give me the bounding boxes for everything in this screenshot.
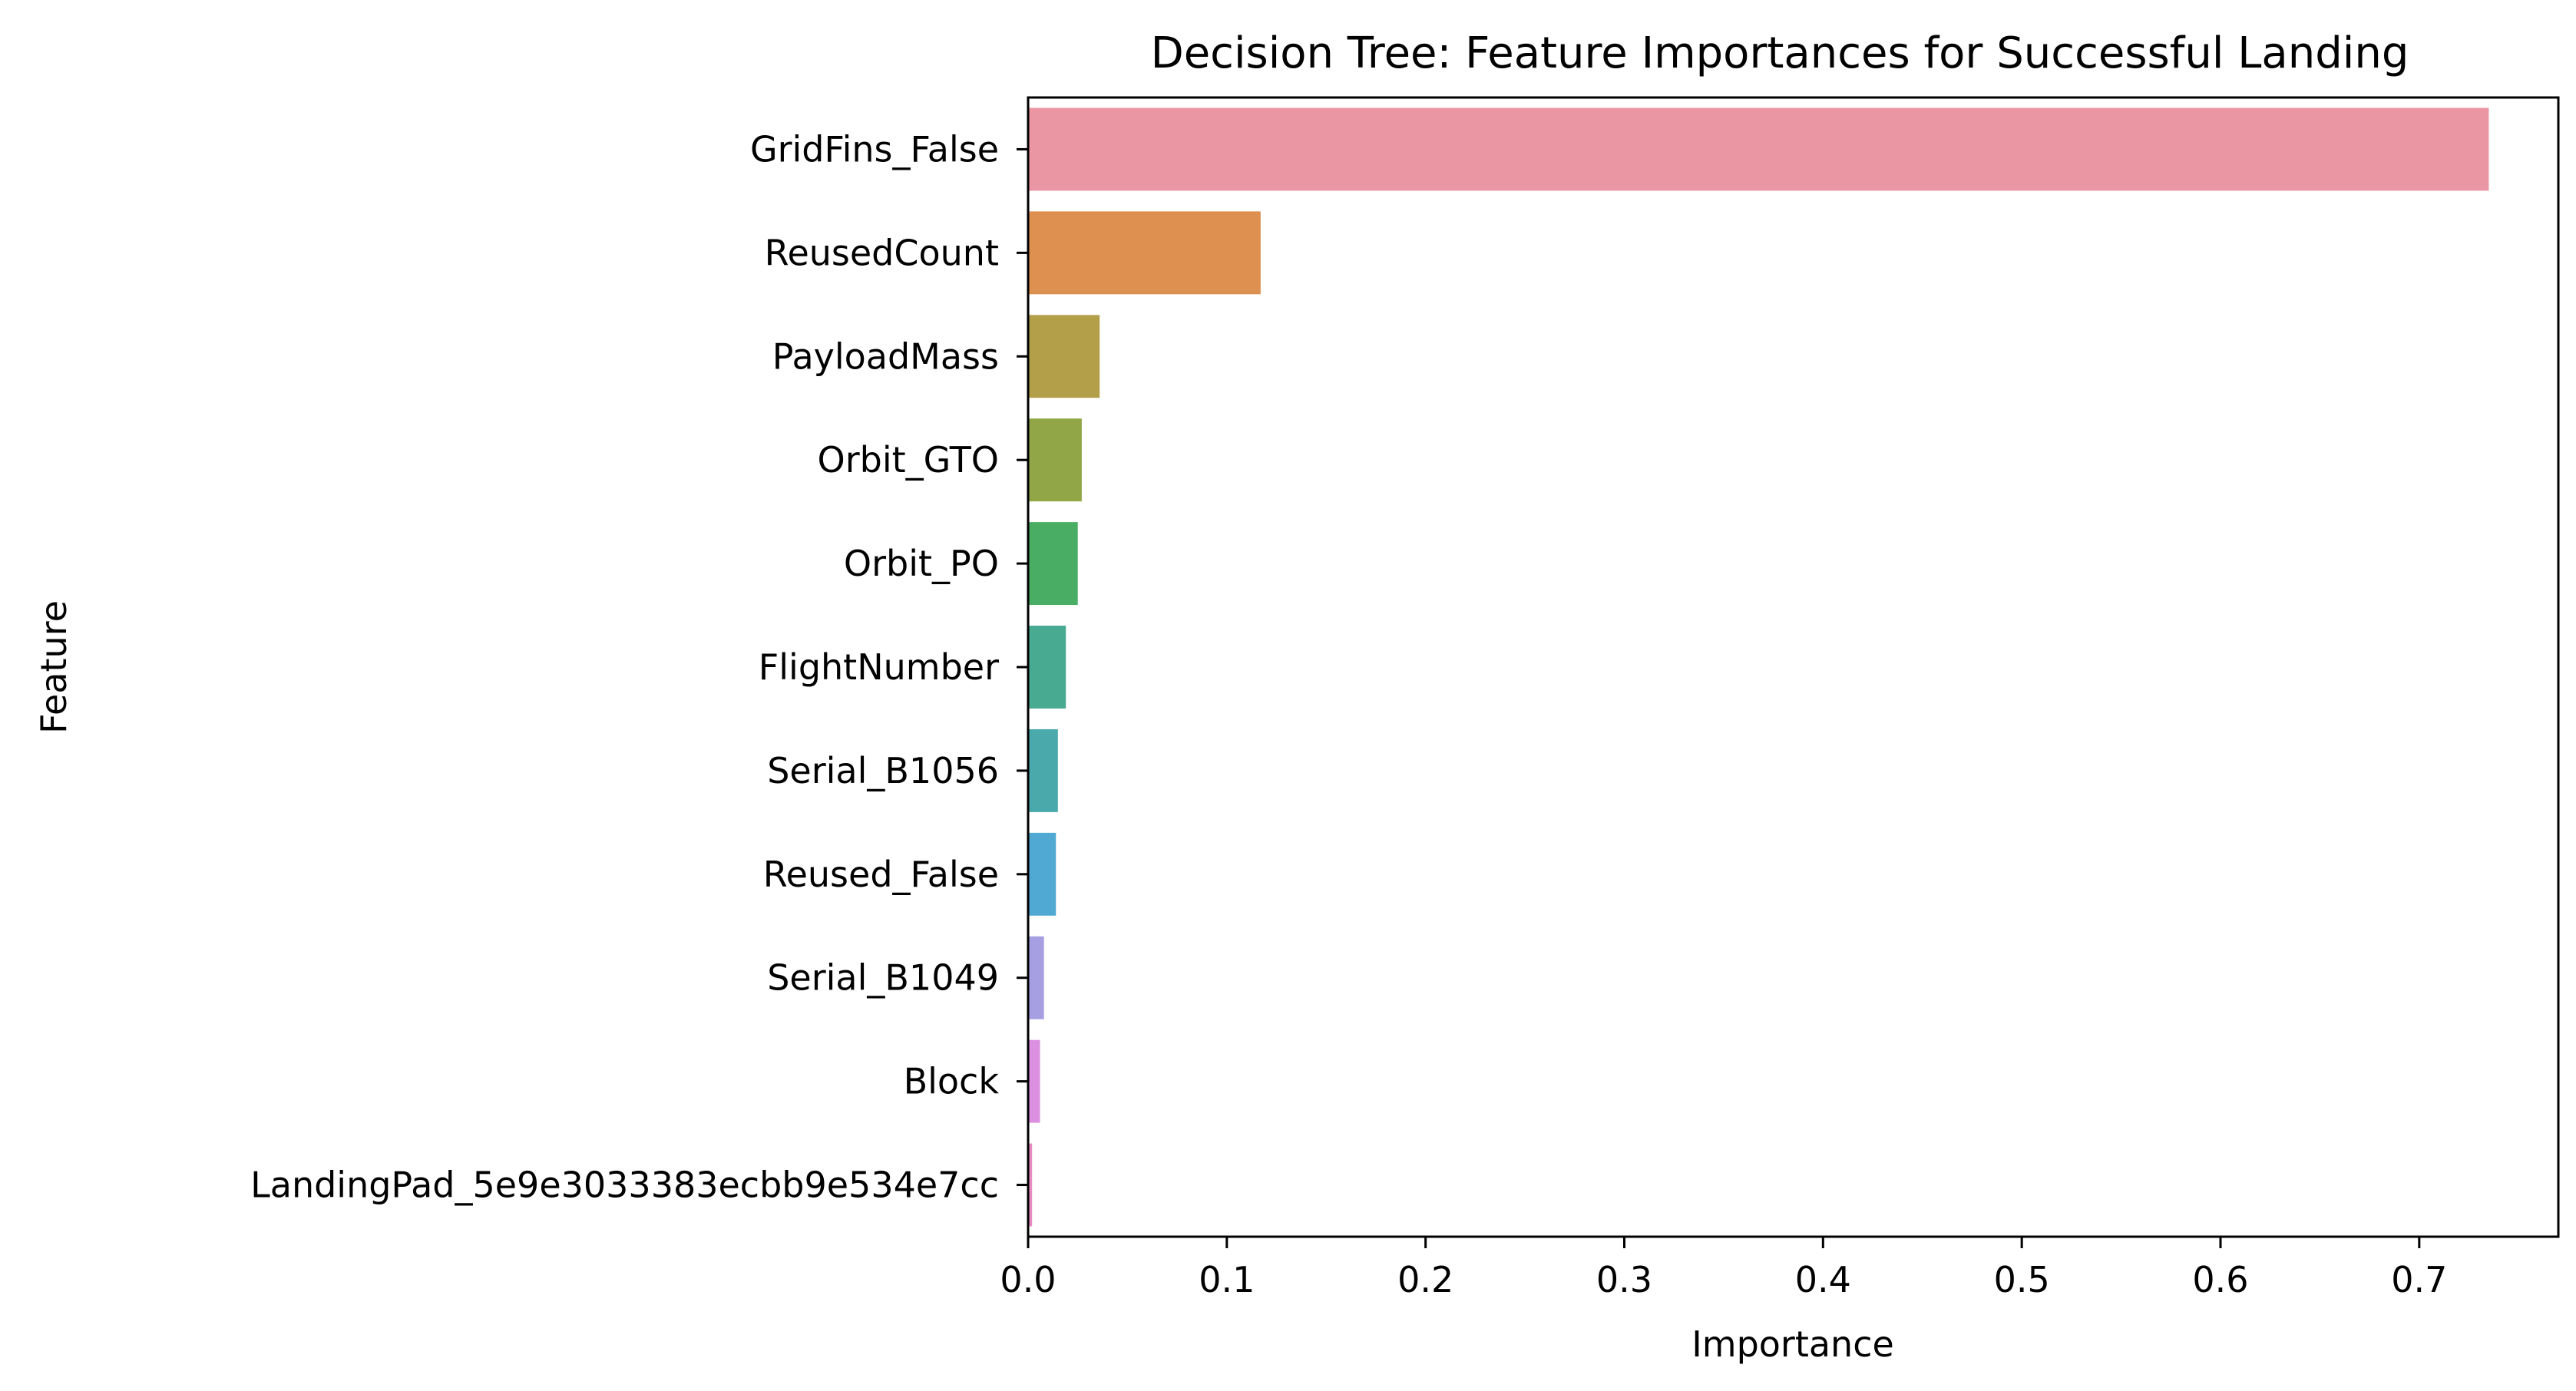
y-tick-label-7: Reused_False — [763, 854, 999, 895]
y-tick-label-5: FlightNumber — [759, 646, 999, 688]
bar-4 — [1028, 522, 1078, 606]
bar-0 — [1028, 107, 2489, 191]
y-tick-label-6: Serial_B1056 — [767, 750, 999, 791]
bar-6 — [1028, 729, 1058, 812]
y-tick-label-4: Orbit_PO — [844, 543, 999, 584]
bar-3 — [1028, 418, 1082, 502]
y-tick-label-2: PayloadMass — [772, 335, 999, 377]
x-axis-label: Importance — [1691, 1323, 1894, 1365]
y-axis-label: Feature — [33, 600, 74, 734]
x-tick-label-0: 0.0 — [1000, 1259, 1056, 1300]
bar-5 — [1028, 626, 1066, 709]
bar-10 — [1028, 1143, 1033, 1227]
bars-layer — [1028, 107, 2489, 1227]
y-tick-label-9: Block — [904, 1061, 1000, 1102]
y-tick-label-3: Orbit_GTO — [818, 439, 999, 481]
bar-7 — [1028, 832, 1057, 916]
x-tick-label-6: 0.6 — [2192, 1259, 2248, 1300]
y-tick-label-0: GridFins_False — [750, 128, 999, 170]
bar-1 — [1028, 211, 1261, 295]
bar-9 — [1028, 1039, 1040, 1123]
bar-2 — [1028, 315, 1100, 398]
y-tick-label-1: ReusedCount — [765, 232, 999, 273]
x-tick-label-2: 0.2 — [1397, 1259, 1453, 1300]
y-axis-ticks: GridFins_False ReusedCount PayloadMass Orbi… — [250, 128, 1028, 1206]
x-tick-label-5: 0.5 — [1994, 1259, 2050, 1300]
bar-8 — [1028, 936, 1044, 1019]
y-tick-label-8: Serial_B1049 — [767, 957, 999, 999]
x-tick-label-7: 0.7 — [2391, 1259, 2447, 1300]
y-tick-label-10: LandingPad_5e9e3033383ecbb9e534e7cc — [250, 1165, 999, 1206]
x-tick-label-1: 0.1 — [1199, 1259, 1255, 1300]
chart-title: Decision Tree: Feature Importances for S… — [1151, 28, 2409, 78]
x-axis-ticks: 0.0 0.1 0.2 0.3 0.4 0.5 0.6 0.7 — [1000, 1237, 2447, 1300]
x-tick-label-3: 0.3 — [1596, 1259, 1652, 1300]
x-tick-label-4: 0.4 — [1795, 1259, 1851, 1300]
plot-frame — [1027, 96, 2560, 1238]
